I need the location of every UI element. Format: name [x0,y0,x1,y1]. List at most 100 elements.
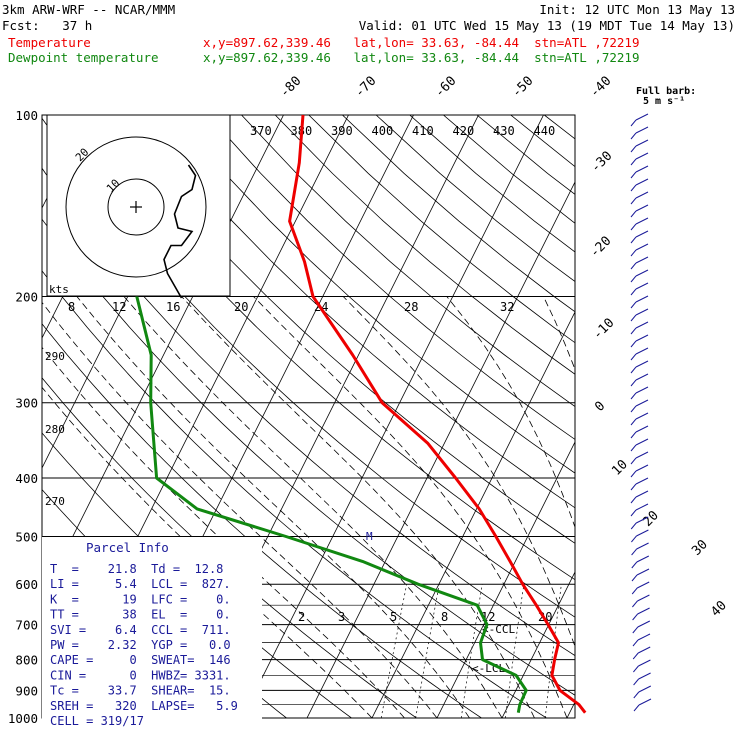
wind-barb-flag [630,132,637,140]
wind-barb-staff [637,633,651,641]
wind-barb-staff [635,399,649,407]
isotherm-line [42,115,284,599]
wind-barb-flag [630,171,637,179]
isotherm-tick-label: -20 [587,234,614,261]
lower-mixing-ratio-label: 3 [338,610,345,624]
dry-adiabat-line [308,115,575,344]
dry-adiabat-line [544,115,575,140]
wind-barb-staff [635,165,649,173]
dry-adiabat-line [510,115,575,168]
dry-adiabat-line [207,115,575,440]
parcel-row: TT = 38 EL = 0. [50,608,231,622]
wind-barb-flag [632,600,638,608]
dry-adiabat-line [42,117,575,618]
wind-barb-flag [630,288,637,296]
mixing-ratio-line [598,584,611,718]
parcel-row: CAPE = 0 SWEAT= 146 [50,653,231,667]
moist-adiabat-line [42,386,373,718]
wind-barb-staff [635,269,649,277]
isotherm-tick-label: -50 [509,74,536,101]
pressure-tick-label: 900 [15,683,38,698]
wind-barb-staff [635,256,649,264]
isotherm-tick-label: -60 [432,74,459,101]
parcel-row: SREH = 320 LAPSE= 5.9 [50,699,238,713]
dry-adiabat-label: 390 [331,124,353,138]
wind-barb-flag [630,340,637,348]
wind-barb-flag [630,392,637,400]
wind-barb-flag [631,574,638,582]
wind-barb-staff [635,425,649,433]
wind-barb-staff [638,698,652,706]
wind-barb-flag [630,522,637,530]
wind-barb-staff [636,529,649,537]
wind-barb-staff [635,490,649,498]
dry-adiabat-line [42,167,575,657]
isotherm-line [306,181,575,718]
wind-barb-staff [635,217,649,225]
parcel-info-panel: Parcel Info T = 21.8 Td = 12.8LI = 5.4 L… [42,537,262,736]
wind-barb-staff [637,594,650,602]
plot-frame [41,114,576,719]
wind-barb-flag [633,691,640,699]
hodograph-inset: 10 20 kts [46,114,231,299]
wind-barb-staff [637,620,651,628]
chart-header: 3km ARW-WRF -- NCAR/MMM Init: 12 UTC Mon… [2,2,735,107]
wind-barb-staff [636,542,649,550]
isotherm-line [697,115,740,718]
wind-legend-line1: Full barb: [636,86,696,97]
isotherm-tick-label: 40 [708,598,730,620]
wind-barb-flag [633,665,639,673]
pressure-tick-label: 700 [15,618,38,633]
moist-adiabat-line [342,296,575,648]
wind-barb-staff [635,438,649,446]
dry-adiabat-label: 440 [534,124,556,138]
wind-barb-flag [630,379,637,387]
moist-adiabat-line [253,296,568,718]
dry-adiabat-line [140,115,575,509]
wind-barb-flag [630,262,637,270]
wind-barb-staff [635,412,649,420]
wind-barb-flag [630,236,637,244]
wind-barb-staff [635,503,649,511]
mixing-ratio-label: 12 [112,300,126,314]
wind-barb-staff [638,685,652,693]
pressure-tick-label: 100 [15,108,38,123]
wind-barb-flag [631,561,638,569]
model-title: 3km ARW-WRF -- NCAR/MMM [2,2,175,17]
wind-barb-staff [635,334,649,342]
wind-barb-flag [630,327,637,335]
wind-barb-staff [635,178,649,186]
dry-adiabat-line [476,115,575,195]
wind-barb-staff [635,152,649,160]
temperature-curve [288,114,587,714]
parcel-rows: T = 21.8 Td = 12.8LI = 5.4 LCL = 827.K =… [50,562,238,728]
wind-barb-flag [630,275,637,283]
wind-barb-flag [631,587,638,595]
isotherm-line [566,701,575,718]
isotherm-line [436,441,575,718]
wind-barb-staff [635,191,649,199]
wind-barb-staff [638,659,651,667]
legend-temperature-info: x,y=897.62,339.46 lat,lon= 33.63, -84.44… [203,35,640,50]
wind-barb-staff [635,516,649,524]
wind-barb-staff [635,308,649,316]
moist-adiabat-line [42,301,438,718]
wind-barb-flag [630,509,637,517]
left-adiabat-label: 270 [45,495,65,508]
wind-barb-flag [630,470,637,478]
wind-barb-staff [635,360,649,368]
wind-barb-staff [637,607,650,615]
wind-barb-flag [630,496,637,504]
parcel-row: SVI = 6.4 CCL = 711. [50,623,231,637]
wind-barb-flag [630,314,637,322]
mixing-ratio-label: 20 [234,300,248,314]
legend-dewpoint-label: Dewpoint temperature [8,50,159,65]
wind-barb-staff [635,139,649,147]
isotherm-tick-label: -40 [587,74,614,101]
wind-barb-staff [635,282,649,290]
isotherm-tick-label: -30 [588,149,615,176]
wind-barb-staff [636,555,650,563]
dry-adiabat-label: 420 [453,124,475,138]
chart-annotation: M [366,530,373,543]
